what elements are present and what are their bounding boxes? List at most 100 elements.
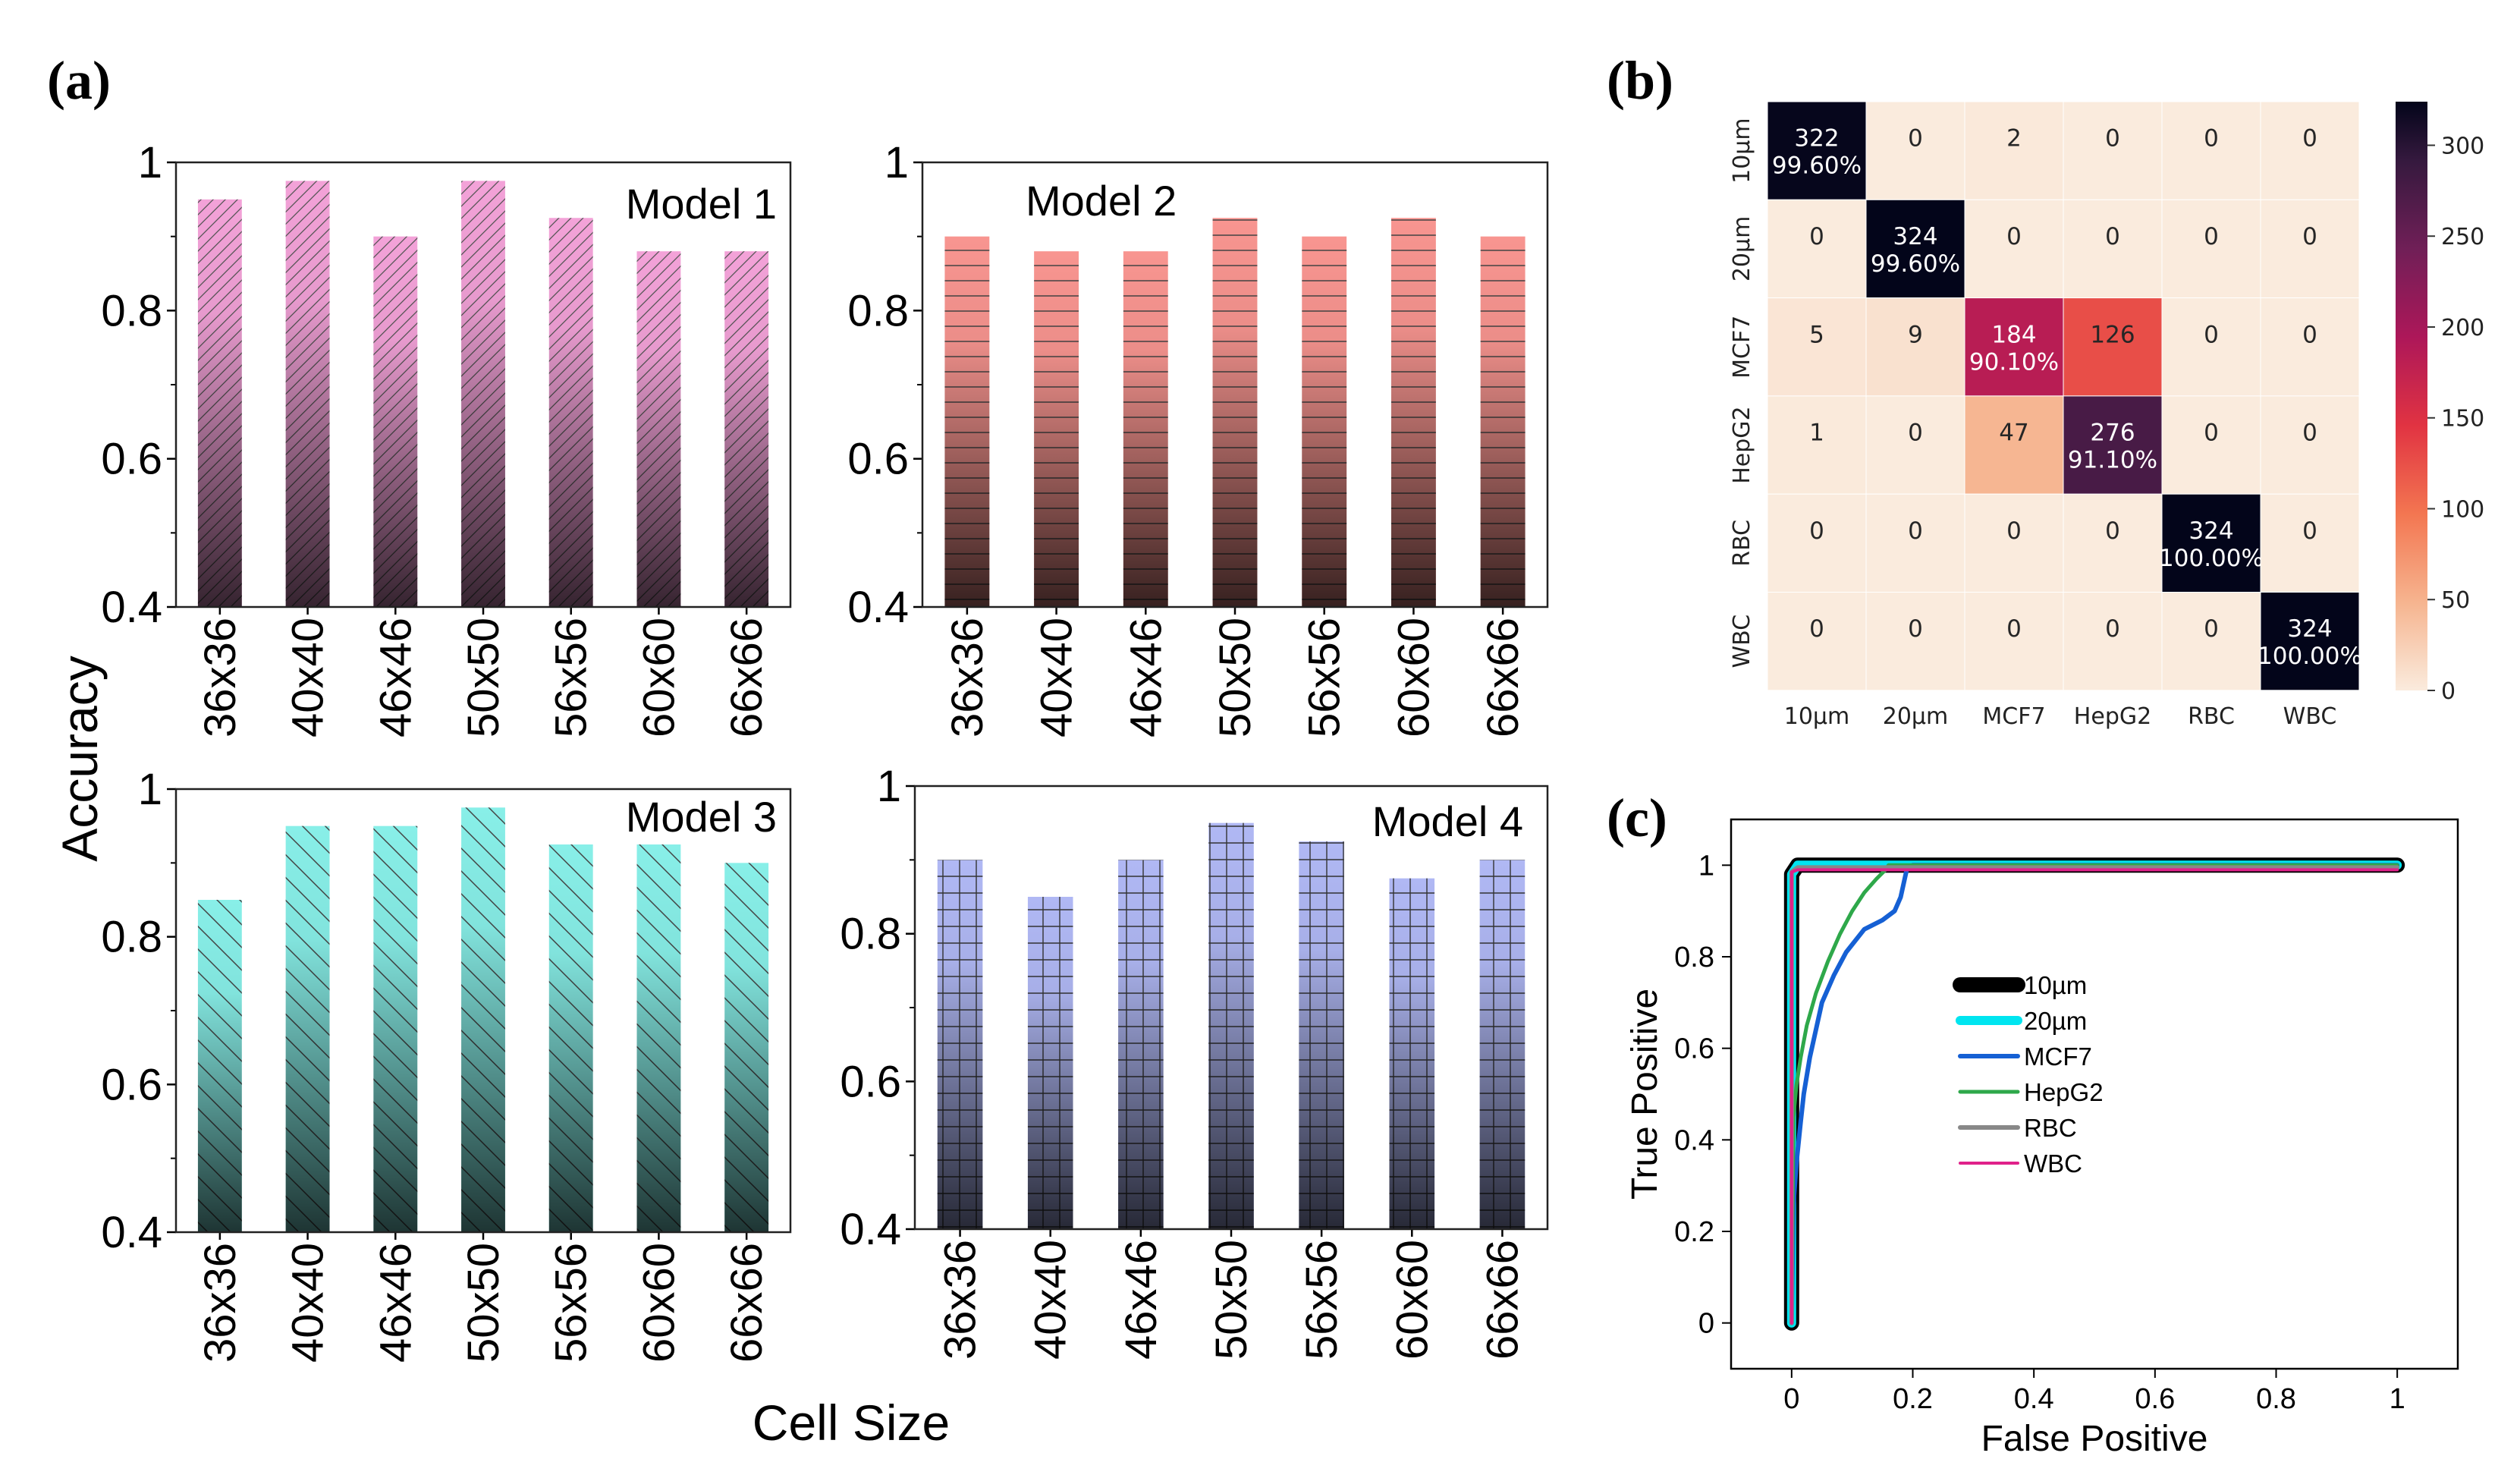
colorbar-tick-label: 300 [2441, 133, 2484, 159]
roc-y-tick-label: 0.8 [1674, 942, 1714, 973]
heatmap-cell [1865, 592, 1965, 691]
plot-frame [913, 785, 1549, 1231]
bar-shade [197, 199, 242, 607]
cell-percent: 91.10% [2068, 447, 2157, 474]
legend-label: 20µm [2024, 1007, 2087, 1035]
cell-count: 324 [2287, 615, 2332, 643]
y-tick-label: 0.4 [840, 1205, 901, 1254]
roc-series-line [1789, 868, 2399, 1325]
legend-label: HepG2 [2024, 1078, 2104, 1106]
y-tick-label: 0.4 [101, 583, 162, 632]
bar-shade [461, 807, 505, 1232]
roc-y-tick-label: 0 [1698, 1308, 1714, 1340]
cell-percent: 90.10% [1969, 348, 2059, 376]
heatmap-col-label: RBC [2188, 703, 2235, 730]
cell-count: 0 [2302, 321, 2317, 348]
bar-shade [1027, 897, 1073, 1229]
heatmap-cell [2260, 395, 2360, 495]
heatmap-cell [2063, 493, 2163, 593]
cell-count: 0 [2204, 615, 2219, 643]
heatmap-cell [1767, 101, 1867, 200]
heatmap-cell [2161, 199, 2261, 299]
bar [1302, 236, 1347, 607]
y-tick-label: 1 [138, 138, 162, 187]
bar [636, 251, 681, 607]
bar-shade [944, 236, 990, 607]
heatmap-cell [1865, 101, 1965, 200]
x-tick-label: 40x40 [284, 1243, 333, 1363]
heatmap-cell [1767, 199, 1867, 299]
x-tick-label: 46x46 [371, 618, 420, 737]
bar-shade [636, 251, 681, 607]
x-tick-label: 40x40 [284, 618, 333, 737]
heatmap-col-label: MCF7 [1982, 703, 2045, 730]
bar-shade [285, 825, 330, 1232]
x-tick-label: 66x66 [722, 1243, 771, 1363]
bar [937, 860, 983, 1229]
cell-count: 0 [2302, 420, 2317, 447]
bar-shade [1034, 251, 1079, 607]
bar [1389, 878, 1435, 1229]
heatmap-cell [2161, 101, 2261, 200]
bar [1118, 860, 1164, 1229]
heatmap-cell [1767, 395, 1867, 495]
heatmap-cell [2161, 592, 2261, 691]
bar [1027, 897, 1073, 1229]
cell-count: 5 [1809, 321, 1824, 348]
bar-shade [373, 825, 418, 1232]
cell-count: 324 [2189, 517, 2233, 545]
x-tick-label: 60x60 [634, 1243, 683, 1363]
model-label: Model 2 [1026, 177, 1177, 225]
x-tick-label: 66x66 [1478, 1240, 1527, 1360]
bar-shade [1389, 878, 1435, 1229]
x-tick-label: 46x46 [371, 1243, 420, 1363]
heatmap-cell [1964, 592, 2064, 691]
cell-count: 0 [2006, 223, 2022, 250]
y-tick-label: 0.6 [101, 435, 162, 484]
heatmap-cell [1767, 297, 1867, 397]
bar [548, 844, 593, 1232]
x-tick-label: 40x40 [1026, 1240, 1076, 1360]
cell-count: 0 [2204, 223, 2219, 250]
heatmap-cell [2260, 592, 2360, 691]
cell-count: 0 [2204, 420, 2219, 447]
heatmap-cell [1964, 199, 2064, 299]
heatmap-cell [2161, 297, 2261, 397]
cell-count: 0 [1809, 615, 1824, 643]
bar-chart-model-4: 36x36 40x40 46x46 50x50 56x56 60x60 66x66 0.4 0.… [840, 762, 1549, 1360]
model-label: Model 1 [626, 180, 777, 228]
x-tick-label: 40x40 [1032, 618, 1082, 737]
heatmap-row-label: 20µm [1729, 216, 1755, 281]
x-tick-label: 36x36 [196, 618, 245, 737]
roc-x-tick-label: 1 [2390, 1383, 2405, 1415]
x-tick-label: 36x36 [196, 1243, 245, 1363]
x-tick-label: 60x60 [634, 618, 683, 737]
heatmap-cell [1865, 493, 1965, 593]
cell-count: 0 [1908, 517, 1923, 545]
bar-shade [548, 844, 593, 1232]
y-tick-label: 0.6 [847, 435, 909, 484]
cell-count: 276 [2090, 420, 2135, 447]
cell-percent: 100.00% [2258, 643, 2362, 670]
bar [373, 825, 418, 1232]
heatmap-cell [2063, 592, 2163, 691]
heatmap-cell [2063, 199, 2163, 299]
bar-shade [548, 218, 593, 607]
x-tick-label: 66x66 [1478, 618, 1528, 737]
roc-x-tick-label: 0.6 [2135, 1383, 2175, 1415]
bar-shade [1479, 860, 1526, 1229]
cell-count: 322 [1794, 125, 1839, 153]
roc-y-axis-title: True Positive [1625, 989, 1665, 1200]
bar-shade [724, 251, 769, 607]
x-tick-label: 50x50 [1207, 1240, 1256, 1360]
x-tick-label: 56x56 [1297, 1240, 1346, 1360]
colorbar-tick-label: 100 [2441, 496, 2484, 523]
cell-count: 0 [2204, 125, 2219, 153]
bar-shade [461, 181, 505, 607]
roc-frame [1730, 818, 2459, 1370]
roc-y-tick-label: 0.2 [1674, 1216, 1714, 1248]
y-tick-label: 0.8 [840, 910, 901, 959]
cell-count: 0 [2006, 517, 2022, 545]
cell-count: 1 [1809, 420, 1824, 447]
